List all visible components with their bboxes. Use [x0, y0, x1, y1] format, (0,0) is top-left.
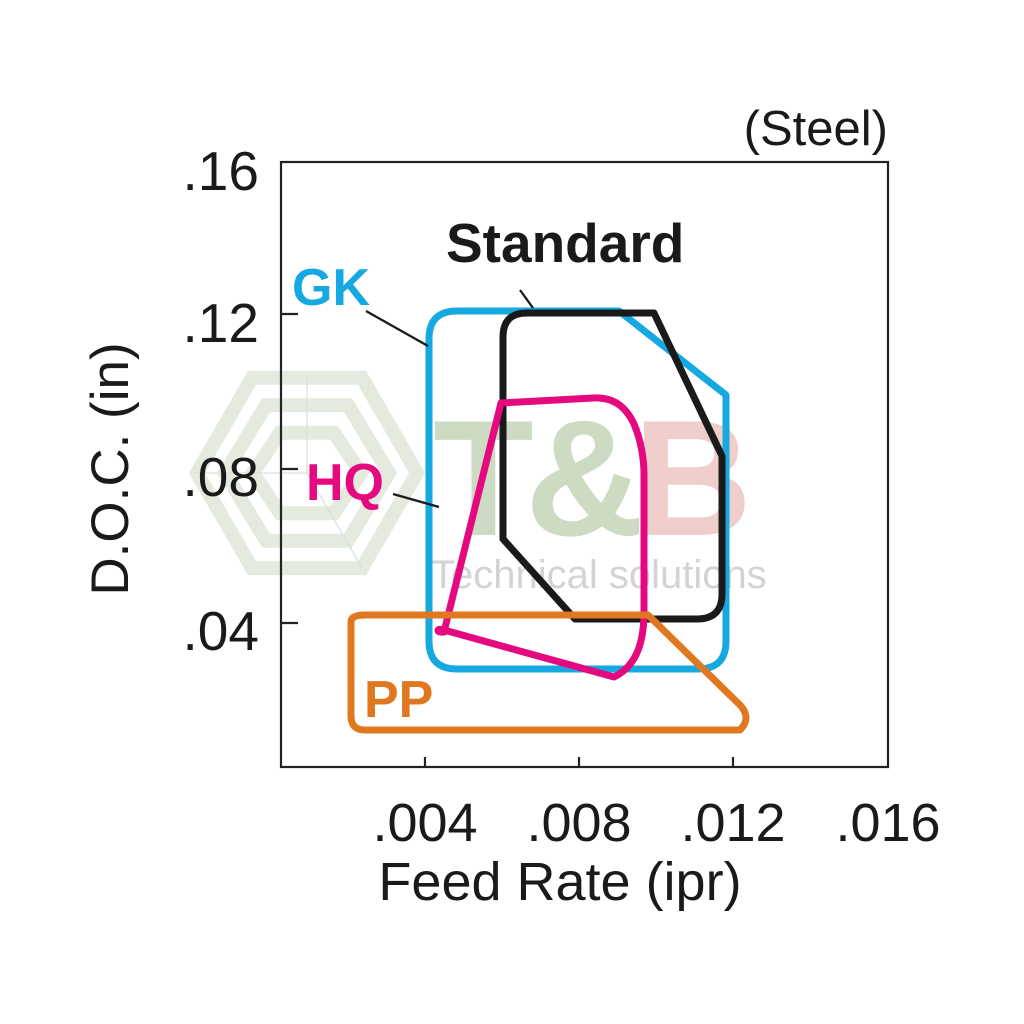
svg-text:.16: .16 — [183, 140, 259, 202]
svg-text:.016: .016 — [835, 793, 940, 853]
svg-text:Feed Rate (ipr): Feed Rate (ipr) — [378, 852, 741, 912]
svg-text:.08: .08 — [183, 446, 259, 508]
svg-text:.12: .12 — [183, 292, 259, 354]
svg-text:.008: .008 — [526, 793, 631, 853]
svg-text:HQ: HQ — [306, 454, 384, 512]
svg-text:PP: PP — [364, 671, 433, 729]
svg-text:Technical solutions: Technical solutions — [431, 553, 767, 597]
svg-text:Standard: Standard — [446, 212, 684, 274]
svg-text:.012: .012 — [680, 793, 785, 853]
svg-text:B: B — [633, 386, 752, 570]
svg-text:.04: .04 — [183, 600, 259, 662]
svg-text:GK: GK — [292, 259, 370, 317]
svg-text:D.O.C. (in): D.O.C. (in) — [81, 342, 140, 595]
svg-text:.004: .004 — [372, 793, 477, 853]
svg-text:(Steel): (Steel) — [744, 102, 888, 156]
